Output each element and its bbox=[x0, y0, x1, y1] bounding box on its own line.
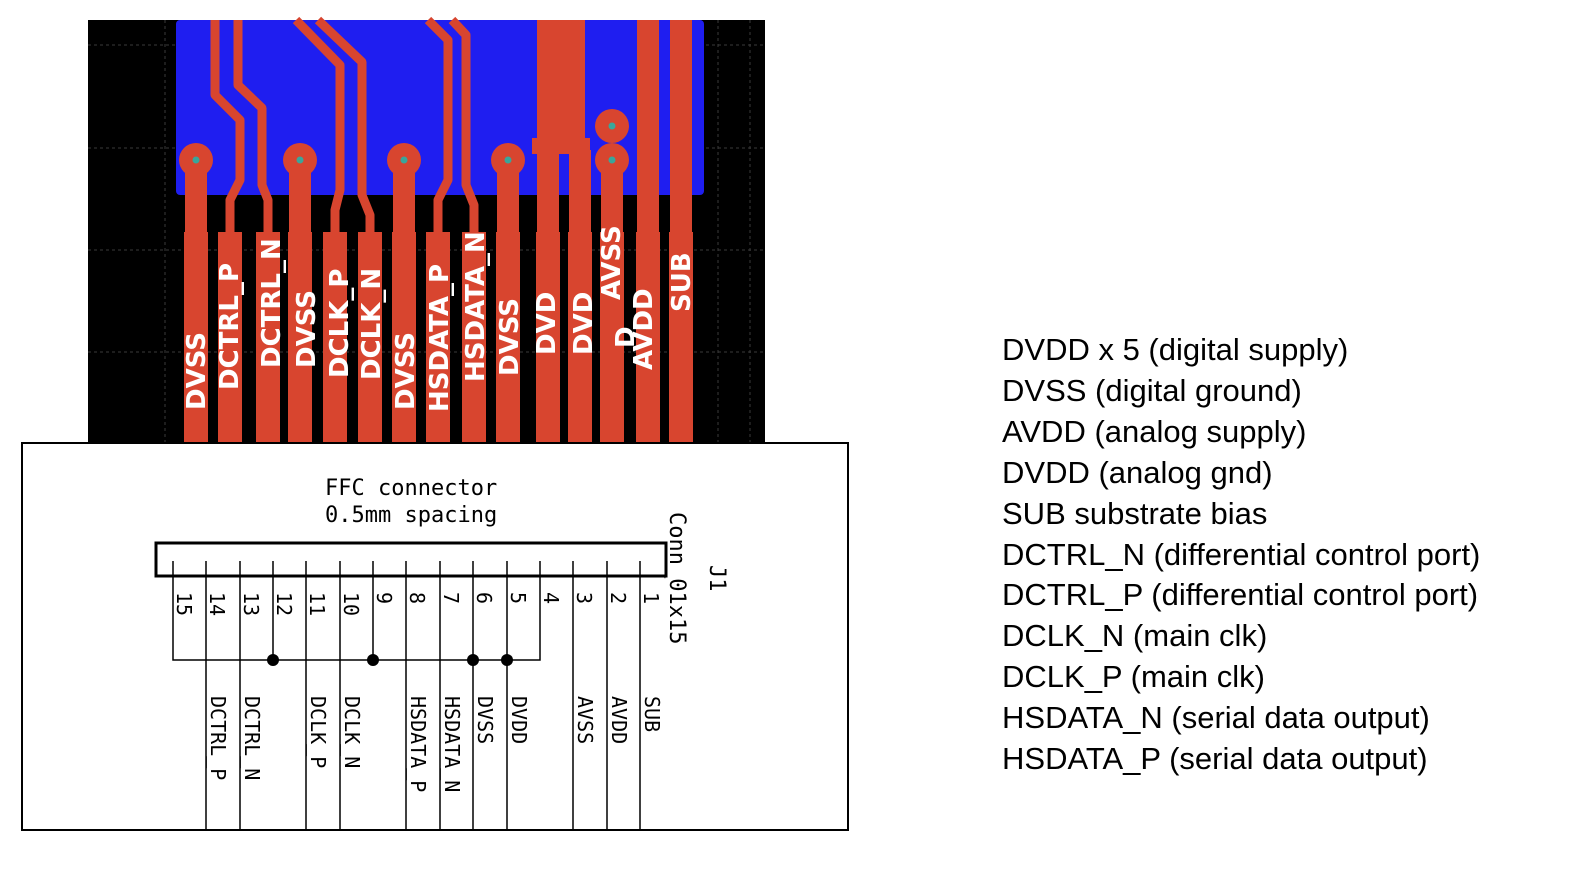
pad-label: DCLK_N bbox=[357, 268, 387, 380]
pcb-layout: DVSS DCTRL_P DCTRL_N DVSS DCLK_P DCLK_N DVSS HS… bbox=[88, 16, 765, 445]
connector-pad bbox=[323, 232, 347, 444]
net-label: DCTRL_P bbox=[206, 696, 230, 780]
net-label: SUB bbox=[640, 696, 664, 732]
connector-pad bbox=[392, 232, 416, 444]
pad-label: DVSS bbox=[391, 332, 421, 410]
pin-number: 14 bbox=[205, 592, 229, 616]
pad-label: SUB bbox=[667, 252, 697, 312]
pad-label: DVD bbox=[569, 292, 599, 355]
pin-number: 3 bbox=[572, 592, 596, 604]
pad-label: DVSS bbox=[495, 298, 525, 376]
net-label: DCTRL_N bbox=[240, 696, 264, 780]
legend-item: DVSS (digital ground) bbox=[1002, 372, 1302, 408]
pad-labels: DVSS DCTRL_P DCTRL_N DVSS DCLK_P DCLK_N DVSS HS… bbox=[182, 225, 697, 412]
legend-item: DVDD (analog gnd) bbox=[1002, 454, 1273, 490]
net-label: DVDD bbox=[507, 696, 531, 744]
legend-item: AVDD (analog supply) bbox=[1002, 413, 1307, 449]
legend-item: DCTRL_N (differential control port) bbox=[1002, 536, 1481, 572]
pad-label: AVSS bbox=[597, 225, 627, 300]
pin-number: 9 bbox=[372, 592, 396, 604]
connector-pad bbox=[462, 232, 486, 444]
schematic-border bbox=[21, 442, 849, 831]
pin-number: 7 bbox=[439, 592, 463, 604]
pad-label: DCTRL_N bbox=[257, 238, 287, 368]
pad-label: DCLK_P bbox=[325, 269, 355, 378]
legend-item: DCTRL_P (differential control port) bbox=[1002, 577, 1479, 613]
connector-pads bbox=[184, 232, 693, 444]
net-label: DVSS bbox=[473, 696, 497, 744]
connector-value: Conn_01x15 bbox=[664, 512, 689, 644]
pin-number: 2 bbox=[606, 592, 630, 604]
pin-number: 12 bbox=[272, 592, 296, 616]
connector-pad bbox=[184, 232, 208, 444]
connector-pad bbox=[600, 232, 624, 444]
pad-label: DVD bbox=[532, 292, 562, 355]
pin-number: 10 bbox=[339, 592, 363, 616]
legend-item: HSDATA_N (serial data output) bbox=[1002, 700, 1430, 736]
connector-pad bbox=[496, 232, 520, 444]
connector-pad bbox=[218, 232, 242, 444]
pin-number: 8 bbox=[405, 592, 429, 604]
legend-item: DCLK_N (main clk) bbox=[1002, 618, 1268, 654]
legend-item: SUB substrate bias bbox=[1002, 495, 1268, 531]
schematic-title-line1: FFC connector bbox=[325, 476, 497, 501]
connector-pad bbox=[358, 232, 382, 444]
connector-ref: J1 bbox=[704, 565, 729, 592]
schematic-wires bbox=[172, 595, 641, 830]
net-label: AVSS bbox=[573, 696, 597, 744]
pin-number: 4 bbox=[539, 592, 563, 604]
pin-number: 11 bbox=[305, 592, 329, 616]
pad-label: DVSS bbox=[292, 290, 322, 368]
connector-pins: 15 14 13 12 11 10 9 8 7 6 5 4 3 2 1 bbox=[172, 561, 663, 616]
via-centers bbox=[192, 122, 616, 164]
pin-number: 15 bbox=[172, 592, 196, 616]
pin-number: 6 bbox=[472, 592, 496, 604]
pad-label: DCTRL_P bbox=[215, 263, 245, 390]
net-label: DCLK_P bbox=[306, 696, 330, 768]
net-label: HSDATA_P bbox=[406, 696, 430, 792]
connector-pad bbox=[536, 232, 560, 444]
net-label: AVDD bbox=[607, 696, 631, 744]
pad-label: AVDD bbox=[629, 288, 659, 370]
net-label: DCLK_N bbox=[340, 696, 364, 768]
schematic: FFC connector 0.5mm spacing Conn_01x15 J… bbox=[21, 442, 849, 831]
legend-item: HSDATA_P (serial data output) bbox=[1002, 741, 1428, 777]
connector-pad bbox=[288, 232, 312, 444]
pcb-traces bbox=[210, 16, 479, 245]
pin-legend: DVDD x 5 (digital supply) DVSS (digital … bbox=[1002, 330, 1480, 780]
net-label: HSDATA_N bbox=[440, 696, 464, 792]
legend-item: DVDD x 5 (digital supply) bbox=[1002, 332, 1349, 367]
connector-pad bbox=[568, 232, 592, 444]
legend-item: DCLK_P (main clk) bbox=[1002, 659, 1266, 695]
junction-dots bbox=[267, 654, 513, 666]
connector-pad bbox=[256, 232, 280, 444]
schematic-title-line2: 0.5mm spacing bbox=[325, 503, 497, 528]
connector-pad bbox=[669, 232, 693, 444]
pin-number: 5 bbox=[506, 592, 530, 604]
pad-label: DVSS bbox=[182, 332, 212, 410]
connector-pad bbox=[426, 232, 450, 444]
pin-number: 13 bbox=[239, 592, 263, 616]
net-labels: DCTRL_P DCTRL_N DCLK_P DCLK_N HSDATA_P HSDATA… bbox=[206, 696, 664, 792]
pad-label: D bbox=[611, 326, 641, 348]
pcb-power-traces bbox=[532, 20, 692, 245]
pin-number: 1 bbox=[639, 592, 663, 604]
connector-pad bbox=[636, 232, 660, 444]
pad-label: HSDATA_P bbox=[425, 264, 455, 412]
pad-label: HSDATA_N bbox=[461, 231, 491, 382]
connector-symbol bbox=[154, 541, 668, 578]
